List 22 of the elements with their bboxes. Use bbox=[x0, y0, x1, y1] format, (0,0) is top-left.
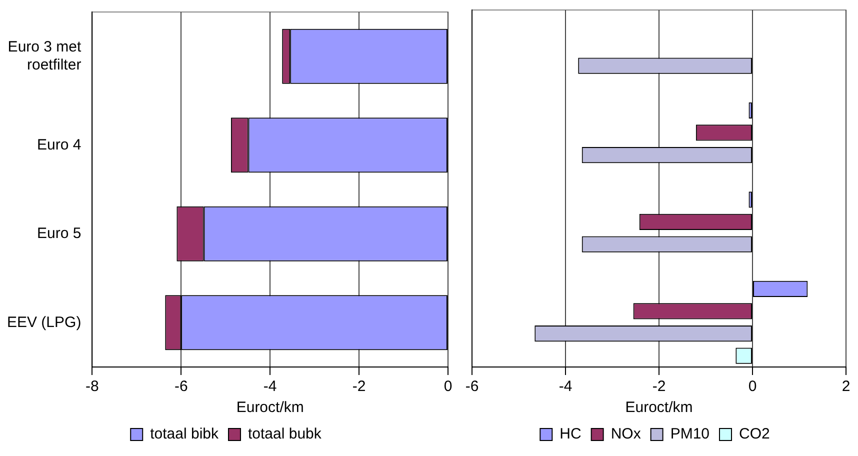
y-tick-label: Euro 3 met roetfilter bbox=[8, 38, 82, 74]
legend-label: PM10 bbox=[670, 426, 710, 443]
x-tick-label: -8 bbox=[86, 378, 99, 396]
legend-label: NOx bbox=[610, 426, 642, 443]
x-tick-label: -2 bbox=[352, 378, 366, 396]
legend-label: CO2 bbox=[739, 426, 770, 443]
x-axis-title: Euroct/km bbox=[625, 399, 693, 416]
x-tick-label: 0 bbox=[748, 378, 757, 396]
x-tick-label: -4 bbox=[558, 378, 572, 396]
x-tick-label: 2 bbox=[842, 378, 850, 396]
y-tick-label: Euro 4 bbox=[36, 136, 82, 154]
x-tick-label: -6 bbox=[465, 378, 479, 396]
x-axis-title: Euroct/km bbox=[236, 399, 304, 416]
legend-label: totaal bibk bbox=[150, 426, 219, 443]
y-tick-label: EEV (LPG) bbox=[7, 314, 82, 331]
x-tick-label: -4 bbox=[263, 378, 277, 396]
y-tick-label: Euro 5 bbox=[36, 225, 82, 242]
x-tick-label: 0 bbox=[444, 378, 452, 396]
x-tick-label: -2 bbox=[652, 378, 666, 396]
legend-label: totaal bubk bbox=[248, 426, 322, 443]
x-tick-label: -6 bbox=[174, 378, 188, 396]
legend-label: HC bbox=[560, 426, 582, 443]
